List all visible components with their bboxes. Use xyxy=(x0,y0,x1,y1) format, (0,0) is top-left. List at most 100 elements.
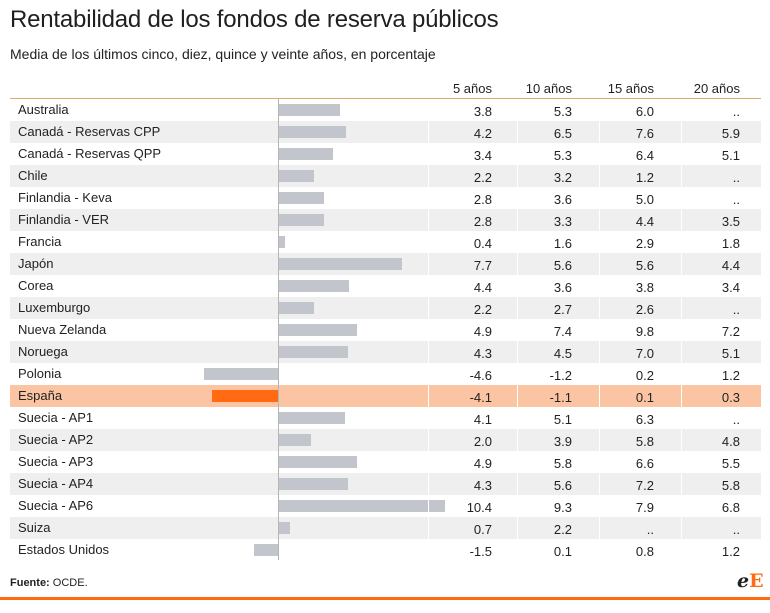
column-separator xyxy=(681,297,682,319)
bar-5-anos xyxy=(279,500,446,512)
bar-5-anos xyxy=(279,346,348,358)
column-separator xyxy=(681,429,682,451)
bar-5-anos xyxy=(204,368,278,380)
column-separator xyxy=(681,143,682,165)
row-label: Suecia - AP4 xyxy=(18,476,94,491)
column-separator xyxy=(428,187,429,209)
value-cell: 5.1 xyxy=(721,148,740,163)
column-separator xyxy=(599,517,600,539)
column-separator xyxy=(428,451,429,473)
column-separator xyxy=(599,429,600,451)
value-cell: 0.1 xyxy=(553,544,572,559)
column-separator xyxy=(517,495,518,517)
value-cell: 0.8 xyxy=(635,544,654,559)
row-label: Suecia - AP2 xyxy=(18,432,94,447)
column-separator xyxy=(599,539,600,561)
column-separator xyxy=(599,319,600,341)
column-separator xyxy=(599,275,600,297)
column-separator xyxy=(428,319,429,341)
column-separator xyxy=(517,429,518,451)
column-separator xyxy=(681,473,682,495)
value-cell: .. xyxy=(732,302,740,317)
column-separator xyxy=(681,275,682,297)
bar-5-anos xyxy=(279,302,315,314)
bar-5-anos xyxy=(279,522,291,534)
value-cell: 5.6 xyxy=(553,258,572,273)
value-cell: 9.3 xyxy=(553,500,572,515)
column-separator xyxy=(599,99,600,121)
value-cell: 1.2 xyxy=(721,544,740,559)
table-row: Chile 2.2 3.2 1.2.. xyxy=(10,165,761,187)
row-label: Japón xyxy=(18,256,54,271)
value-cell: 4.4 xyxy=(473,280,492,295)
column-separator xyxy=(428,231,429,253)
value-cell: 4.2 xyxy=(473,126,492,141)
column-separator xyxy=(428,143,429,165)
column-separator xyxy=(517,209,518,231)
value-cell: 4.9 xyxy=(473,324,492,339)
column-separator xyxy=(681,407,682,429)
column-separator xyxy=(599,495,600,517)
value-cell: 4.3 xyxy=(473,478,492,493)
value-cell: 5.5 xyxy=(721,456,740,471)
chart-subtitle: Media de los últimos cinco, diez, quince… xyxy=(10,46,436,62)
value-cell: 7.0 xyxy=(635,346,654,361)
column-separator xyxy=(517,297,518,319)
bar-5-anos xyxy=(279,126,347,138)
value-cell: 3.6 xyxy=(553,280,572,295)
column-separator xyxy=(599,231,600,253)
row-label: Suecia - AP3 xyxy=(18,454,94,469)
column-separator xyxy=(517,319,518,341)
row-label: Canadá - Reservas CPP xyxy=(18,124,161,139)
column-separator xyxy=(428,495,429,517)
bar-5-anos xyxy=(279,104,340,116)
value-cell: -4.1 xyxy=(469,390,492,405)
table-row: Noruega 4.3 4.5 7.0 5.1 xyxy=(10,341,761,363)
value-cell: 3.3 xyxy=(553,214,572,229)
column-separator xyxy=(599,341,600,363)
row-label: Australia xyxy=(18,102,69,117)
column-separator xyxy=(681,231,682,253)
table-row: Canadá - Reservas QPP 3.4 5.3 6.4 5.1 xyxy=(10,143,761,165)
column-separator xyxy=(599,363,600,385)
value-cell: 1.2 xyxy=(635,170,654,185)
value-cell: 6.0 xyxy=(635,104,654,119)
value-cell: 4.4 xyxy=(635,214,654,229)
row-label: Finlandia - Keva xyxy=(18,190,112,205)
value-cell: 7.7 xyxy=(473,258,492,273)
value-cell: 10.4 xyxy=(466,500,492,515)
column-separator xyxy=(428,341,429,363)
bar-5-anos xyxy=(279,192,324,204)
value-cell: 4.4 xyxy=(721,258,740,273)
column-separator xyxy=(517,517,518,539)
table-row-highlighted: España -4.1 -1.1 0.1 0.3 xyxy=(10,385,761,407)
bar-5-anos xyxy=(279,412,345,424)
source-note: Fuente: OCDE. xyxy=(10,577,88,589)
table-row: Australia 3.8 5.3 6.0.. xyxy=(10,99,761,121)
value-cell: .. xyxy=(732,522,740,537)
column-separator xyxy=(517,363,518,385)
value-cell: 5.8 xyxy=(721,478,740,493)
bar-5-anos xyxy=(279,324,358,336)
column-separator xyxy=(517,121,518,143)
table-row: Estados Unidos -1.5 0.1 0.8 1.2 xyxy=(10,539,761,561)
column-separator xyxy=(428,253,429,275)
column-separator xyxy=(681,539,682,561)
value-cell: -1.5 xyxy=(469,544,492,559)
table-row: Finlandia - VER 2.8 3.3 4.4 3.5 xyxy=(10,209,761,231)
column-separator xyxy=(517,385,518,407)
source-label: Fuente: xyxy=(10,577,50,589)
row-label: Francia xyxy=(18,234,62,249)
column-separator xyxy=(517,539,518,561)
column-separator xyxy=(599,253,600,275)
value-cell: 3.2 xyxy=(553,170,572,185)
source-value: OCDE. xyxy=(52,577,88,589)
column-separator xyxy=(428,363,429,385)
value-cell: 4.3 xyxy=(473,346,492,361)
column-separator xyxy=(681,187,682,209)
row-label: Polonia xyxy=(18,366,62,381)
row-label: Estados Unidos xyxy=(18,542,110,557)
column-separator xyxy=(517,231,518,253)
table-row: Polonia -4.6 -1.2 0.2 1.2 xyxy=(10,363,761,385)
row-label: Nueva Zelanda xyxy=(18,322,107,337)
